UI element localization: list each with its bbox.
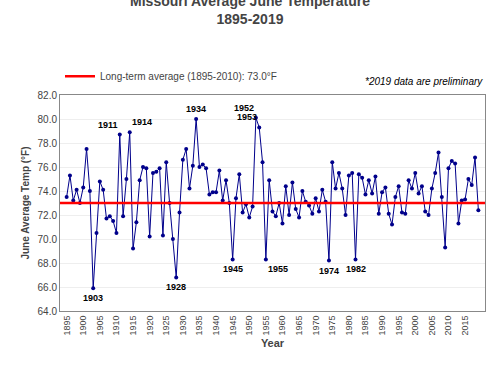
svg-text:1903: 1903 <box>83 293 103 303</box>
svg-text:66.0: 66.0 <box>38 282 58 293</box>
svg-text:1934: 1934 <box>186 104 206 114</box>
svg-text:1990: 1990 <box>377 316 387 336</box>
svg-text:2015: 2015 <box>460 316 470 336</box>
svg-text:Long-term average (1895-2010):: Long-term average (1895-2010): 73.0°F <box>100 71 277 82</box>
svg-text:1911: 1911 <box>98 120 118 130</box>
svg-text:70.0: 70.0 <box>38 234 58 245</box>
svg-text:1895: 1895 <box>62 316 72 336</box>
svg-text:1953: 1953 <box>237 112 257 122</box>
svg-text:*2019 data are preliminary: *2019 data are preliminary <box>365 76 483 87</box>
svg-text:1910: 1910 <box>111 316 121 336</box>
svg-text:1914: 1914 <box>132 117 152 127</box>
svg-text:82.0: 82.0 <box>38 90 58 101</box>
svg-text:1965: 1965 <box>294 316 304 336</box>
svg-text:74.0: 74.0 <box>38 186 58 197</box>
svg-text:1975: 1975 <box>327 316 337 336</box>
svg-text:1935: 1935 <box>194 316 204 336</box>
svg-text:1925: 1925 <box>161 316 171 336</box>
svg-text:Year: Year <box>261 337 285 349</box>
svg-text:2005: 2005 <box>427 316 437 336</box>
svg-text:1940: 1940 <box>211 316 221 336</box>
svg-text:1970: 1970 <box>311 316 321 336</box>
svg-text:June Average Temp (°F): June Average Temp (°F) <box>20 146 31 259</box>
svg-text:1915: 1915 <box>128 316 138 336</box>
svg-text:1930: 1930 <box>178 316 188 336</box>
svg-text:2000: 2000 <box>410 316 420 336</box>
svg-text:1974: 1974 <box>319 266 339 276</box>
svg-text:72.0: 72.0 <box>38 210 58 221</box>
svg-text:1905: 1905 <box>95 316 105 336</box>
svg-text:1950: 1950 <box>244 316 254 336</box>
svg-text:1995: 1995 <box>394 316 404 336</box>
svg-text:1980: 1980 <box>344 316 354 336</box>
svg-text:1955: 1955 <box>268 264 288 274</box>
svg-text:78.0: 78.0 <box>38 138 58 149</box>
svg-text:76.0: 76.0 <box>38 162 58 173</box>
svg-text:1945: 1945 <box>228 316 238 336</box>
svg-text:Missouri Average June Temperat: Missouri Average June Temperature1895-20… <box>130 0 370 27</box>
svg-text:1945: 1945 <box>223 264 243 274</box>
svg-text:68.0: 68.0 <box>38 258 58 269</box>
svg-text:1952: 1952 <box>234 103 254 113</box>
svg-text:1900: 1900 <box>78 316 88 336</box>
svg-text:1920: 1920 <box>145 316 155 336</box>
svg-text:1928: 1928 <box>166 282 186 292</box>
svg-text:64.0: 64.0 <box>38 306 58 317</box>
svg-text:2010: 2010 <box>443 316 453 336</box>
svg-text:1985: 1985 <box>360 316 370 336</box>
svg-text:1982: 1982 <box>346 264 366 274</box>
svg-text:1960: 1960 <box>277 316 287 336</box>
svg-text:1955: 1955 <box>261 316 271 336</box>
svg-text:80.0: 80.0 <box>38 114 58 125</box>
